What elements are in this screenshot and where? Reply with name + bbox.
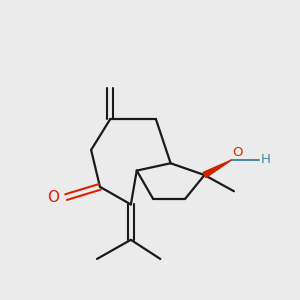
Text: O: O [232, 146, 243, 159]
Polygon shape [203, 160, 231, 178]
Text: H: H [260, 153, 270, 166]
Text: O: O [47, 190, 59, 205]
